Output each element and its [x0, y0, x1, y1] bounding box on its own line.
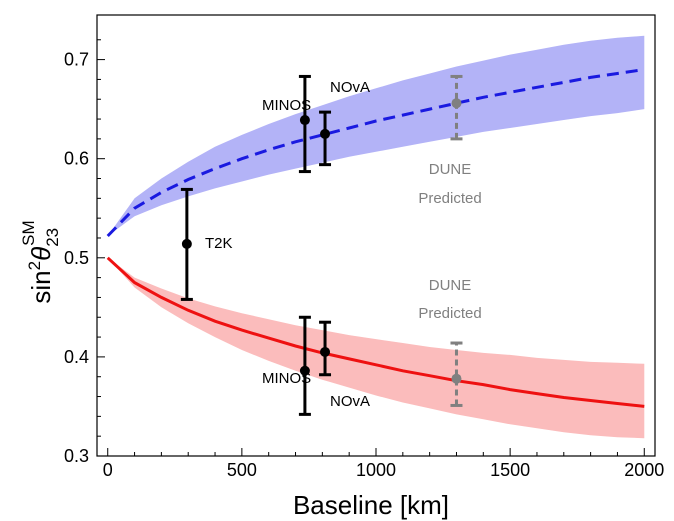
- central-line-1: [106, 256, 645, 408]
- nova-upper-label: NOvA: [330, 79, 370, 96]
- y-axis-label-subscript: 23: [43, 228, 62, 247]
- dune-upper-label: DUNE: [429, 161, 472, 178]
- uncertainty-bands: [107, 35, 645, 439]
- data-point-2: [320, 128, 331, 139]
- x-axis-ticks: 0 500 1000 1500 2000: [103, 448, 664, 480]
- minos-lower-label: MINOS: [262, 370, 311, 387]
- y-axis-label-sin: sin: [26, 270, 56, 303]
- dune-upper-predicted-label: Predicted: [418, 190, 481, 207]
- band-1: [107, 257, 645, 439]
- y-axis-label-superscript: SM: [19, 220, 38, 246]
- y-axis-label-theta: θ: [26, 247, 56, 261]
- central-line-0: [106, 68, 645, 238]
- x-tick-label-1: 500: [227, 460, 257, 480]
- measurement-points: [180, 74, 463, 416]
- y-axis-label: sin2θ23 SM: [19, 220, 62, 303]
- central-lines: [106, 68, 645, 408]
- y-tick-label-0: 0.3: [64, 446, 89, 466]
- x-tick-label-0: 0: [103, 460, 113, 480]
- data-point-6: [451, 373, 462, 384]
- x-tick-label-2: 1000: [356, 460, 396, 480]
- y-axis-label-exponent: 2: [25, 261, 44, 270]
- y-tick-label-4: 0.7: [64, 50, 89, 70]
- data-point-5: [451, 98, 462, 109]
- minos-upper-label: MINOS: [262, 97, 311, 114]
- data-point-1: [299, 115, 310, 126]
- data-point-4: [320, 346, 331, 357]
- data-point-0: [181, 238, 192, 249]
- data-point-3: [299, 365, 310, 376]
- dune-lower-label: DUNE: [429, 277, 472, 294]
- t2k-label: T2K: [205, 235, 233, 252]
- nova-lower-label: NOvA: [330, 393, 370, 410]
- x-tick-label-4: 2000: [624, 460, 664, 480]
- svg-text:sin2θ23SM: sin2θ23 SM: [19, 220, 62, 303]
- x-axis-label: Baseline [km]: [293, 490, 449, 520]
- dune-lower-predicted-label: Predicted: [418, 305, 481, 322]
- band-0: [107, 35, 645, 236]
- y-axis-ticks: 0.3 0.4 0.5 0.6 0.7: [64, 39, 105, 466]
- y-tick-label-3: 0.6: [64, 149, 89, 169]
- x-tick-label-3: 1500: [490, 460, 530, 480]
- y-tick-label-1: 0.4: [64, 347, 89, 367]
- y-tick-label-2: 0.5: [64, 248, 89, 268]
